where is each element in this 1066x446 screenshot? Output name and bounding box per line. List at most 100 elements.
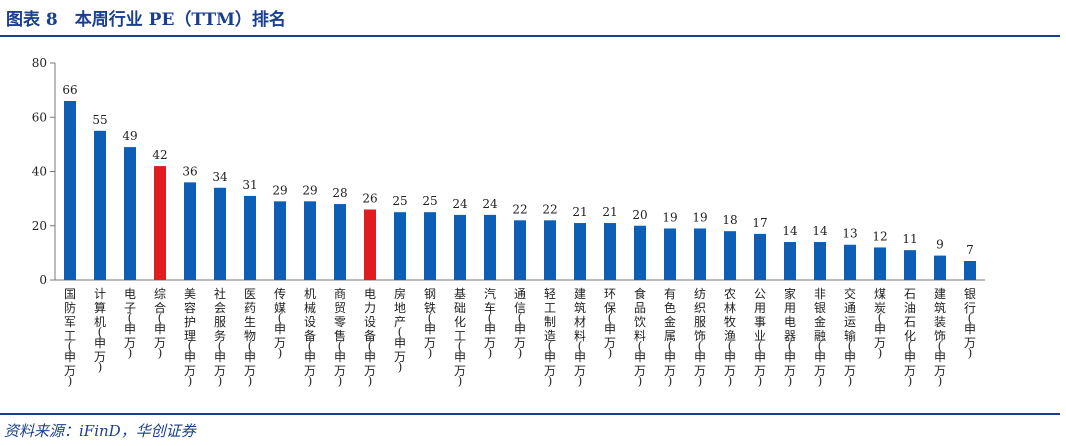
data-label: 9 xyxy=(936,238,944,252)
bar xyxy=(154,166,166,280)
y-tick-label: 20 xyxy=(32,219,47,233)
category-label: 社会服务(申万) xyxy=(214,286,226,388)
data-label: 29 xyxy=(302,183,317,197)
bar xyxy=(454,214,466,280)
category-label: 美容护理(申万) xyxy=(184,287,196,388)
category-label: 纺织服饰(申万) xyxy=(694,287,706,388)
bar xyxy=(604,223,616,280)
footer-rule xyxy=(0,413,1060,415)
category-label: 公用事业(申万) xyxy=(754,287,766,388)
bar xyxy=(484,214,496,280)
bar xyxy=(694,228,706,280)
data-label: 49 xyxy=(122,129,137,143)
data-label: 14 xyxy=(782,224,798,238)
category-label: 建筑装饰(申万) xyxy=(934,287,946,388)
header-rule xyxy=(0,35,1060,37)
category-label: 环保(申万) xyxy=(604,287,616,360)
data-label: 28 xyxy=(332,186,347,200)
bar xyxy=(274,201,286,280)
category-label: 非银金融(申万) xyxy=(814,287,826,388)
bar xyxy=(214,187,226,280)
bar xyxy=(394,212,406,280)
category-label: 银行(申万) xyxy=(964,287,976,360)
category-label: 农林牧渔(申万) xyxy=(724,287,736,388)
data-label: 17 xyxy=(752,216,767,230)
category-label: 有色金属(申万) xyxy=(664,287,676,388)
bar xyxy=(124,147,136,280)
data-labels: 66 55 49 42 36 34 31 29 29 28 26 25 25 24 24 22 22 21 21 20… xyxy=(62,83,973,257)
data-label: 14 xyxy=(812,224,828,238)
data-label: 24 xyxy=(452,197,468,211)
bar xyxy=(94,130,106,280)
data-label: 31 xyxy=(242,178,257,192)
data-label: 11 xyxy=(902,232,917,246)
data-label: 21 xyxy=(572,205,587,219)
data-label: 21 xyxy=(602,205,617,219)
data-label: 42 xyxy=(152,148,167,162)
data-label: 66 xyxy=(62,83,77,97)
category-label: 家用电器(申万) xyxy=(784,286,796,388)
category-label: 计算机(申万) xyxy=(94,287,106,374)
bar xyxy=(424,212,436,280)
category-label: 石油石化(申万) xyxy=(904,287,916,388)
category-label: 汽车(申万) xyxy=(484,286,496,360)
category-label: 房地产(申万) xyxy=(394,286,406,374)
category-label: 综合(申万) xyxy=(154,287,166,360)
data-label: 26 xyxy=(362,191,377,205)
bar xyxy=(844,244,856,280)
data-label: 34 xyxy=(212,170,228,184)
category-label: 钢铁(申万) xyxy=(424,287,436,360)
category-label: 煤炭(申万) xyxy=(874,287,886,360)
category-label: 电力设备(申万) xyxy=(364,287,376,388)
bar xyxy=(754,233,766,280)
y-tick-label: 40 xyxy=(32,165,47,179)
category-label: 轻工制造(申万) xyxy=(544,287,556,388)
bar xyxy=(934,255,946,280)
data-label: 12 xyxy=(872,229,887,243)
category-labels: 国防军工(申万) 计算机(申万) 电子(申万) 综合(申万) 美容护理(申万) 社会服务(… xyxy=(64,286,976,388)
data-label: 22 xyxy=(542,202,557,216)
category-label: 食品饮料(申万) xyxy=(634,286,646,388)
data-label: 18 xyxy=(722,213,737,227)
bar xyxy=(724,231,736,280)
y-tick-label: 0 xyxy=(39,273,47,287)
bar-chart: 0 20 40 60 80 66 55 49 42 36 34 31 29 29 28 26 25 25 24 24… xyxy=(32,56,985,388)
bar xyxy=(964,261,976,280)
y-tick-label: 80 xyxy=(32,56,47,70)
bar xyxy=(634,225,646,280)
category-label: 基础化工(申万) xyxy=(454,287,466,388)
category-label: 交通运输(申万) xyxy=(844,286,856,388)
bar xyxy=(184,182,196,280)
bar xyxy=(544,220,556,280)
data-label: 22 xyxy=(512,202,527,216)
data-label: 19 xyxy=(692,210,707,224)
category-label: 建筑材料(申万) xyxy=(574,287,586,388)
bar xyxy=(334,204,346,280)
y-tick-label: 60 xyxy=(32,110,47,124)
bar xyxy=(874,247,886,280)
bar xyxy=(64,100,76,280)
bar xyxy=(364,209,376,280)
source-note: 资料来源：iFinD，华创证券 xyxy=(4,422,196,440)
data-label: 13 xyxy=(842,227,857,241)
bar xyxy=(664,228,676,280)
category-label: 电子(申万) xyxy=(124,287,136,360)
y-axis: 0 20 40 60 80 xyxy=(32,56,56,287)
data-label: 36 xyxy=(182,164,197,178)
data-label: 55 xyxy=(92,113,107,127)
bar xyxy=(514,220,526,280)
data-label: 24 xyxy=(482,197,498,211)
category-label: 医药生物(申万) xyxy=(244,287,256,388)
figure-title: 图表 8 本周行业 PE（TTM）排名 xyxy=(6,10,286,30)
category-label: 机械设备(申万) xyxy=(304,287,316,388)
category-label: 商贸零售(申万) xyxy=(334,286,346,388)
bar xyxy=(814,242,826,280)
data-label: 25 xyxy=(422,194,437,208)
bar xyxy=(304,201,316,280)
data-label: 29 xyxy=(272,183,287,197)
category-label: 通信(申万) xyxy=(514,287,526,360)
category-label: 传媒(申万) xyxy=(274,286,286,360)
bar xyxy=(904,250,916,280)
data-label: 20 xyxy=(632,208,647,222)
bars xyxy=(64,100,976,280)
